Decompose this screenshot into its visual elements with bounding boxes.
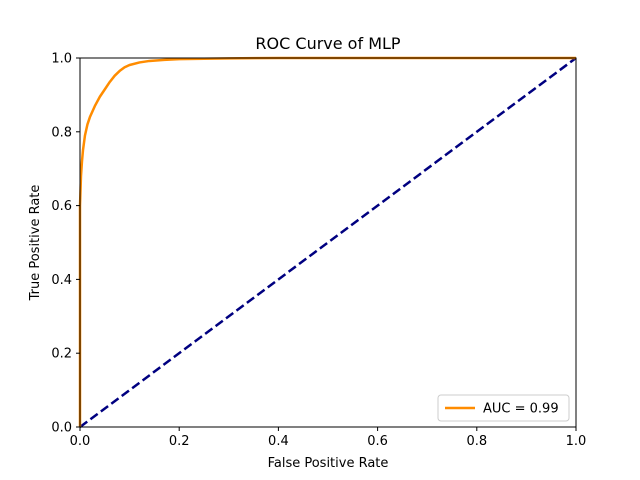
chart-title: ROC Curve of MLP: [255, 34, 400, 53]
y-axis-label: True Positive Rate: [28, 185, 43, 302]
x-axis-ticks: 0.0 0.2 0.4 0.6 0.8 1.0: [70, 427, 587, 449]
y-tick-label: 0.6: [51, 199, 72, 214]
y-tick-label: 0.0: [51, 421, 72, 436]
x-tick-label: 0.0: [70, 434, 91, 449]
diagonal-reference-line: [79, 56, 577, 429]
legend: AUC = 0.99: [437, 394, 570, 422]
y-axis-ticks: 0.0 0.2 0.4 0.6 0.8 1.0: [51, 52, 80, 436]
x-tick-label: 0.4: [268, 434, 289, 449]
y-tick-label: 0.2: [51, 347, 72, 362]
plot-frame: [79, 57, 577, 428]
y-tick-label: 0.8: [51, 125, 72, 140]
y-tick-label: 1.0: [51, 52, 72, 67]
x-tick-label: 1.0: [566, 434, 587, 449]
x-tick-label: 0.2: [169, 434, 190, 449]
y-tick-label: 0.4: [51, 273, 72, 288]
legend-box: [437, 394, 570, 422]
x-tick-label: 0.8: [466, 434, 487, 449]
x-tick-label: 0.6: [367, 434, 388, 449]
legend-label-auc: AUC = 0.99: [483, 402, 559, 417]
x-axis-label: False Positive Rate: [268, 456, 389, 471]
